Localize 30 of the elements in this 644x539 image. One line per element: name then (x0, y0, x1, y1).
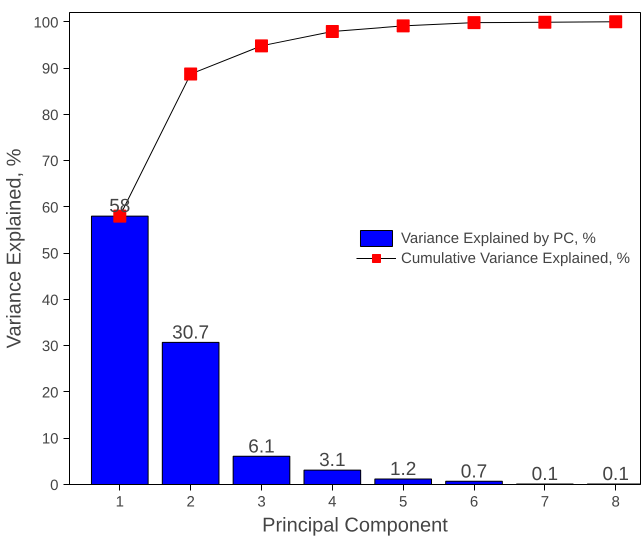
x-axis-title: Principal Component (262, 514, 448, 536)
y-tick-label: 70 (42, 153, 59, 170)
y-tick-label: 20 (42, 384, 59, 402)
data-label: 30.7 (172, 322, 210, 344)
y-tick-label: 100 (33, 14, 59, 32)
x-tick-label: 5 (399, 494, 408, 510)
legend-label: Cumulative Variance Explained, % (400, 250, 630, 266)
y-tick-label: 90 (42, 60, 59, 78)
y-tick-label: 10 (42, 430, 59, 448)
y-tick-label: 60 (42, 199, 59, 216)
x-tick-label: 4 (328, 494, 337, 510)
y-tick-label: 50 (42, 246, 59, 263)
y-axis-title: Variance Explained, % (3, 148, 26, 348)
y-tick-label: 30 (42, 338, 59, 356)
x-tick-label: 1 (116, 494, 124, 510)
data-label: 6.1 (248, 436, 275, 458)
data-label: 3.1 (319, 450, 346, 472)
data-label: 1.2 (390, 458, 416, 480)
x-tick-label: 3 (257, 494, 266, 510)
legend-label: Variance Explained by PC, % (400, 230, 596, 246)
data-label: 0.7 (460, 461, 488, 482)
x-tick-label: 7 (540, 494, 550, 510)
x-tick-label: 8 (612, 494, 620, 510)
y-tick-label: 0 (50, 477, 58, 494)
data-label: 0.1 (602, 464, 629, 486)
data-label: 0.1 (532, 464, 558, 486)
x-tick-label: 2 (186, 494, 195, 510)
y-tick-label: 80 (42, 106, 59, 124)
x-tick-label: 6 (470, 494, 478, 510)
y-tick-label: 40 (42, 292, 59, 309)
